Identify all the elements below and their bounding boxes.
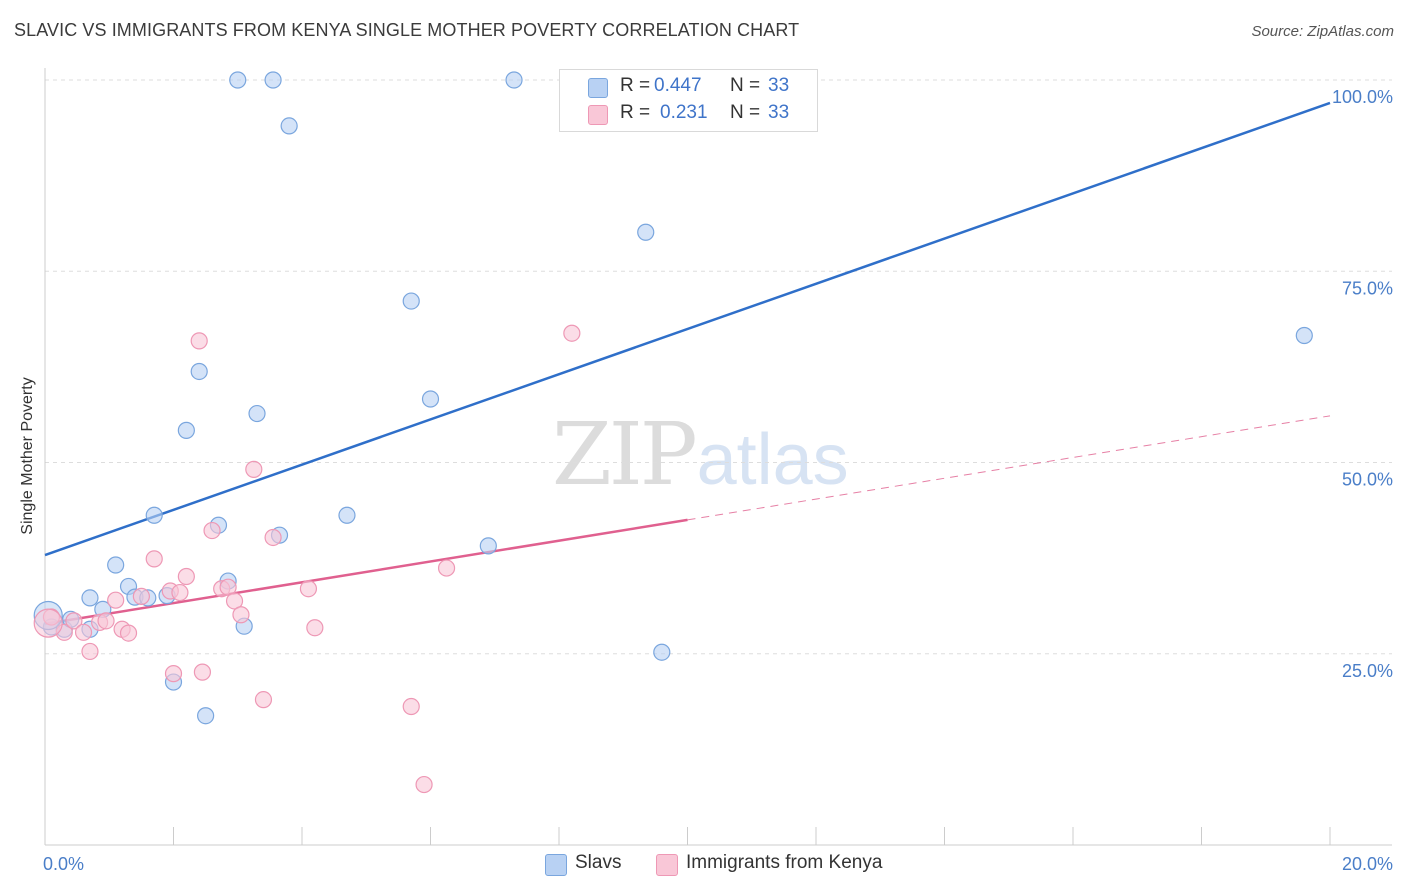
legend-r-label: R = xyxy=(620,75,651,96)
kenya-point xyxy=(119,624,138,642)
kenya-point xyxy=(232,606,250,624)
slavs-point xyxy=(479,537,497,555)
kenya-point xyxy=(33,608,63,638)
bottom-legend-label-kenya: Immigrants from Kenya xyxy=(686,852,883,873)
kenya-point xyxy=(203,521,221,540)
slavs-point xyxy=(190,362,208,381)
slavs-point xyxy=(107,556,125,574)
kenya-point xyxy=(132,587,150,605)
x-tick-label: 0.0% xyxy=(43,854,84,874)
kenya-point xyxy=(415,775,433,794)
legend-r-label: R = xyxy=(620,102,651,123)
slavs-point xyxy=(248,404,266,423)
kenya-point xyxy=(245,460,263,478)
legend-n-value: 33 xyxy=(768,75,790,96)
bottom-legend-label-slavs: Slavs xyxy=(575,852,622,873)
kenya-point xyxy=(65,612,83,630)
kenya-point xyxy=(107,591,125,609)
kenya-point xyxy=(299,580,318,598)
bottom-legend-swatch-slavs xyxy=(545,854,567,876)
slavs-point xyxy=(197,707,215,725)
slavs-point xyxy=(421,390,440,408)
x-tick-label: 20.0% xyxy=(1342,854,1393,874)
slavs-point xyxy=(264,71,282,89)
slavs-point xyxy=(402,292,420,310)
kenya-point xyxy=(402,697,420,716)
bottom-legend-swatch-kenya xyxy=(656,854,678,876)
slavs-point xyxy=(1295,326,1313,345)
kenya-point xyxy=(225,592,244,610)
legend-swatch-kenya xyxy=(588,105,608,125)
points-layer xyxy=(33,71,1313,794)
kenya-point xyxy=(171,583,189,602)
kenya-point xyxy=(254,691,273,709)
y-tick-label: 25.0% xyxy=(1342,661,1393,681)
slavs-point xyxy=(81,589,99,607)
slavs-point xyxy=(177,421,195,439)
legend-n-value: 33 xyxy=(768,102,790,123)
y-tick-label: 75.0% xyxy=(1342,278,1393,298)
axis-layer xyxy=(44,68,1392,846)
legend-n-label: N = xyxy=(730,102,761,123)
legend-n-label: N = xyxy=(730,75,761,96)
kenya-trend-extension xyxy=(687,415,1331,521)
tick-label-layer: 25.0% 50.0% 75.0% 100.0% 0.0% 20.0% xyxy=(43,87,1393,874)
kenya-point xyxy=(164,665,183,683)
trend-layer xyxy=(44,101,1331,626)
y-tick-label: 50.0% xyxy=(1342,470,1393,490)
slavs-trend-line xyxy=(44,101,1331,557)
y-tick-label: 100.0% xyxy=(1332,87,1393,107)
grid-layer xyxy=(45,79,1392,655)
kenya-point xyxy=(177,567,195,586)
chart-title: SLAVIC VS IMMIGRANTS FROM KENYA SINGLE M… xyxy=(14,20,800,40)
kenya-point xyxy=(74,623,93,641)
slavs-point xyxy=(505,71,523,89)
kenya-point xyxy=(81,642,99,661)
slavs-point xyxy=(280,117,298,135)
legend-r-value: 0.447 xyxy=(654,75,702,96)
kenya-point xyxy=(190,332,208,350)
kenya-point xyxy=(97,612,115,630)
correlation-legend: R = 0.447 N = 33 R = 0.231 N = 33 xyxy=(559,69,818,132)
kenya-point xyxy=(193,663,212,681)
kenya-point xyxy=(563,324,581,342)
kenya-point xyxy=(264,528,282,547)
kenya-point xyxy=(219,578,237,596)
slavs-point xyxy=(637,223,655,241)
kenya-point xyxy=(145,550,163,568)
kenya-point xyxy=(437,559,456,577)
slavs-point xyxy=(229,71,247,89)
chart-source: Source: ZipAtlas.com xyxy=(1251,23,1394,40)
legend-r-value: 0.231 xyxy=(660,102,708,123)
slavs-point xyxy=(338,506,356,524)
slavs-point xyxy=(653,643,671,661)
kenya-point xyxy=(306,619,324,637)
slavs-point xyxy=(145,506,163,524)
kenya-trend-line xyxy=(44,518,688,626)
legend-swatch-slavs xyxy=(588,78,608,98)
